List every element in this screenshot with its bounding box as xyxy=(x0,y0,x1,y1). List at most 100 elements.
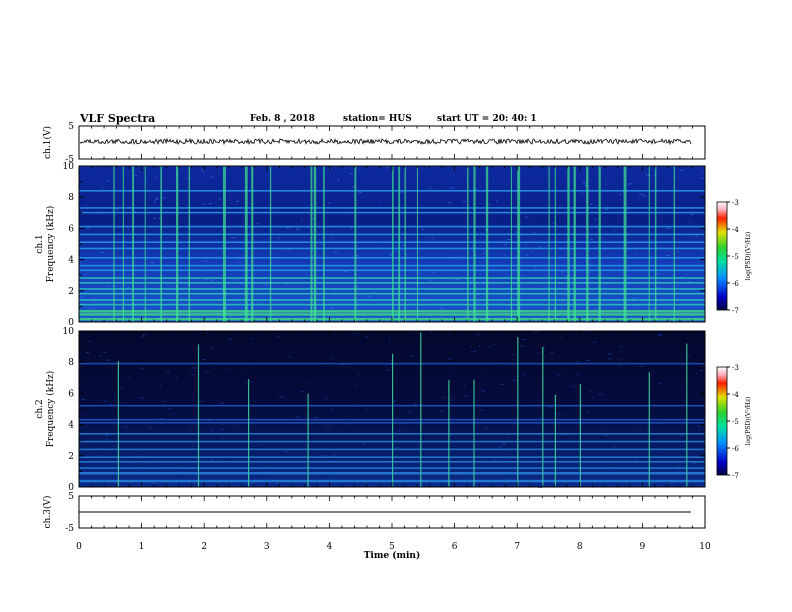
noise-pixel xyxy=(563,434,568,436)
noise-pixel xyxy=(701,171,704,173)
emission-burst xyxy=(398,166,401,322)
noise-pixel xyxy=(99,355,102,356)
y-tick-label: 10 xyxy=(63,327,75,337)
colorbar-label: log(PSD)(V²/Hz) xyxy=(745,232,752,281)
noise-pixel xyxy=(605,208,609,210)
noise-pixel xyxy=(312,218,316,220)
noise-pixel xyxy=(631,396,634,398)
noise-pixel xyxy=(333,289,337,291)
noise-pixel xyxy=(323,455,328,457)
noise-pixel xyxy=(126,426,128,428)
noise-pixel xyxy=(586,360,591,361)
noise-pixel xyxy=(159,418,162,419)
noise-pixel xyxy=(646,394,650,395)
noise-pixel xyxy=(537,352,540,354)
noise-pixel xyxy=(291,464,293,466)
noise-pixel xyxy=(296,228,298,230)
noise-pixel xyxy=(589,238,594,240)
noise-pixel xyxy=(130,462,132,464)
noise-pixel xyxy=(185,178,188,180)
noise-pixel xyxy=(139,397,144,399)
noise-pixel xyxy=(262,444,265,446)
noise-pixel xyxy=(515,231,518,233)
noise-pixel xyxy=(530,407,531,409)
noise-pixel xyxy=(126,286,130,288)
noise-pixel xyxy=(493,343,496,345)
noise-pixel xyxy=(210,459,214,461)
noise-pixel xyxy=(525,254,529,256)
noise-pixel xyxy=(542,458,546,460)
date-label: Feb. 8 , 2018 xyxy=(250,114,315,124)
noise-pixel xyxy=(391,457,393,459)
noise-pixel xyxy=(336,178,339,180)
noise-pixel xyxy=(250,337,253,339)
noise-pixel xyxy=(480,409,484,411)
noise-pixel xyxy=(676,177,678,179)
noise-pixel xyxy=(474,188,478,190)
noise-pixel xyxy=(103,400,107,402)
y-tick-label: 0 xyxy=(68,483,74,493)
noise-pixel xyxy=(539,246,542,248)
noise-pixel xyxy=(519,286,522,288)
noise-pixel xyxy=(475,425,477,427)
noise-pixel xyxy=(402,375,404,377)
noise-pixel xyxy=(296,229,300,231)
noise-pixel xyxy=(605,434,609,436)
noise-pixel xyxy=(162,197,166,199)
noise-pixel xyxy=(686,273,689,275)
noise-pixel xyxy=(328,202,331,204)
noise-pixel xyxy=(442,316,444,318)
noise-pixel xyxy=(388,254,392,256)
noise-pixel xyxy=(330,359,332,361)
noise-pixel xyxy=(659,452,662,453)
noise-pixel xyxy=(504,254,507,256)
noise-pixel xyxy=(104,435,109,437)
noise-pixel xyxy=(576,374,579,376)
noise-pixel xyxy=(557,413,561,415)
noise-pixel xyxy=(667,227,671,229)
emission-burst xyxy=(467,166,469,322)
noise-pixel xyxy=(679,169,683,171)
emission-burst xyxy=(473,166,476,322)
noise-pixel xyxy=(646,429,650,431)
y-tick-label: 5 xyxy=(68,122,74,132)
noise-pixel xyxy=(277,211,279,213)
emission-burst xyxy=(310,166,313,322)
noise-pixel xyxy=(500,383,504,385)
waveform-trace xyxy=(79,137,692,146)
noise-pixel xyxy=(199,348,201,350)
noise-pixel xyxy=(167,284,170,286)
emission-burst xyxy=(686,343,688,487)
noise-pixel xyxy=(577,478,579,480)
noise-pixel xyxy=(690,214,694,215)
noise-pixel xyxy=(695,373,697,375)
emission-burst xyxy=(510,166,512,322)
noise-pixel xyxy=(189,428,192,430)
noise-pixel xyxy=(447,202,452,204)
noise-pixel xyxy=(606,427,608,429)
noise-pixel xyxy=(275,166,277,168)
noise-pixel xyxy=(286,227,290,229)
noise-pixel xyxy=(695,235,699,237)
noise-pixel xyxy=(466,278,468,280)
noise-pixel xyxy=(385,364,388,366)
noise-pixel xyxy=(626,266,629,268)
noise-pixel xyxy=(355,384,358,386)
noise-pixel xyxy=(149,427,153,429)
noise-pixel xyxy=(86,227,89,229)
noise-pixel xyxy=(474,302,479,304)
noise-pixel xyxy=(455,278,459,280)
noise-pixel xyxy=(614,446,616,448)
noise-pixel xyxy=(146,179,148,181)
noise-pixel xyxy=(106,180,110,182)
noise-pixel xyxy=(470,346,473,348)
noise-pixel xyxy=(589,390,591,392)
noise-pixel xyxy=(453,181,455,183)
noise-pixel xyxy=(211,176,215,178)
noise-pixel xyxy=(489,345,491,347)
noise-pixel xyxy=(658,334,663,336)
emission-burst xyxy=(542,347,544,487)
noise-pixel xyxy=(203,170,206,172)
noise-pixel xyxy=(275,482,278,484)
emission-burst xyxy=(417,166,418,322)
